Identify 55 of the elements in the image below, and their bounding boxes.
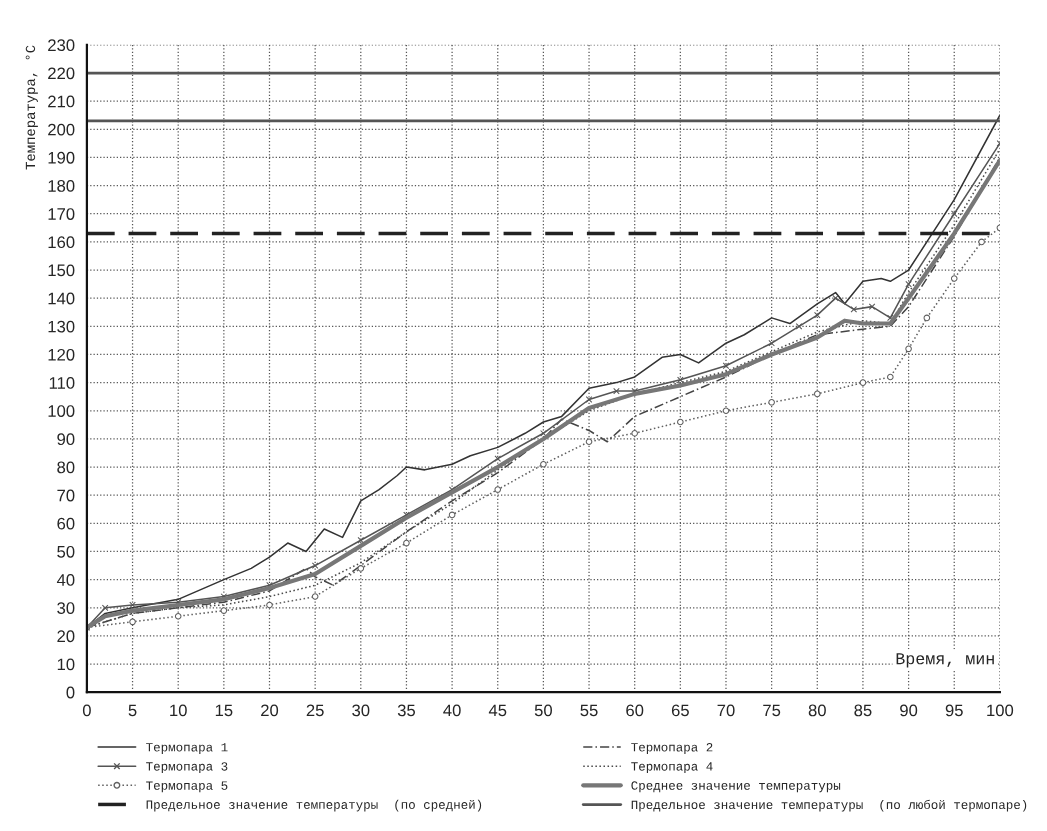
x-tick-label: 50 xyxy=(534,704,553,717)
y-tick-label: 170 xyxy=(48,208,75,220)
x-tick-label: 10 xyxy=(170,704,187,717)
x-tick-label: 80 xyxy=(808,704,826,717)
legend-label: Предельное значение температуры (по любой термопаре) xyxy=(631,799,1027,812)
y-tick-label: 40 xyxy=(56,574,75,586)
x-tick-label: 55 xyxy=(580,704,598,717)
x-tick-label: 5 xyxy=(128,704,137,717)
legend-label: Термопара 2 xyxy=(631,743,713,754)
legend-label: Предельное значение температуры (по средней) xyxy=(146,799,482,812)
y-tick-label: 160 xyxy=(48,236,75,249)
y-tick-label: 130 xyxy=(48,320,75,333)
y-tick-label: 150 xyxy=(48,264,75,277)
y-tick-label: 180 xyxy=(48,180,75,192)
y-tick-label: 120 xyxy=(48,348,75,361)
x-tick-label: 100 xyxy=(987,704,1014,717)
x-tick-label: 20 xyxy=(261,704,279,717)
legend-label: Термопара 3 xyxy=(146,762,228,774)
y-tick-label: 10 xyxy=(57,658,75,671)
legend-label: Термопара 1 xyxy=(146,743,228,754)
y-tick-label: 190 xyxy=(48,151,75,164)
x-tick-label: 60 xyxy=(626,704,644,717)
x-tick-label: 90 xyxy=(900,704,918,717)
legend-label: Среднее значение температуры xyxy=(631,781,841,793)
x-tick-label: 75 xyxy=(763,704,781,717)
legend-label: Термопара 5 xyxy=(146,781,228,793)
y-tick-label: 230 xyxy=(48,39,75,52)
y-tick-label: 70 xyxy=(57,489,75,502)
y-tick-label: 90 xyxy=(57,433,75,446)
y-tick-label: 0 xyxy=(66,686,75,699)
x-tick-label: 0 xyxy=(82,704,91,717)
x-tick-label: 70 xyxy=(717,704,735,717)
x-tick-label: 95 xyxy=(945,704,963,717)
y-tick-label: 100 xyxy=(48,405,75,417)
x-tick-label: 85 xyxy=(854,704,872,717)
x-tick-label: 65 xyxy=(671,704,689,717)
legend-label: Термопара 4 xyxy=(631,762,713,774)
y-tick-label: 80 xyxy=(57,461,75,474)
y-tick-label: 50 xyxy=(57,545,75,558)
x-tick-label: 45 xyxy=(488,704,507,717)
x-axis-title: Время, мин xyxy=(896,653,994,668)
y-tick-label: 140 xyxy=(48,292,75,305)
y-tick-label: 110 xyxy=(49,377,75,389)
x-tick-label: 15 xyxy=(215,704,233,717)
y-tick-label: 200 xyxy=(48,123,75,136)
y-tick-label: 20 xyxy=(57,630,75,643)
y-axis-title: Температура, °С xyxy=(25,45,38,170)
y-tick-label: 30 xyxy=(57,602,75,614)
x-tick-label: 30 xyxy=(352,704,370,717)
y-tick-label: 220 xyxy=(48,67,75,80)
x-tick-label: 40 xyxy=(443,704,461,717)
y-tick-label: 60 xyxy=(57,517,75,530)
x-tick-label: 25 xyxy=(306,704,324,717)
y-tick-label: 210 xyxy=(48,95,75,108)
x-tick-label: 35 xyxy=(397,704,416,717)
